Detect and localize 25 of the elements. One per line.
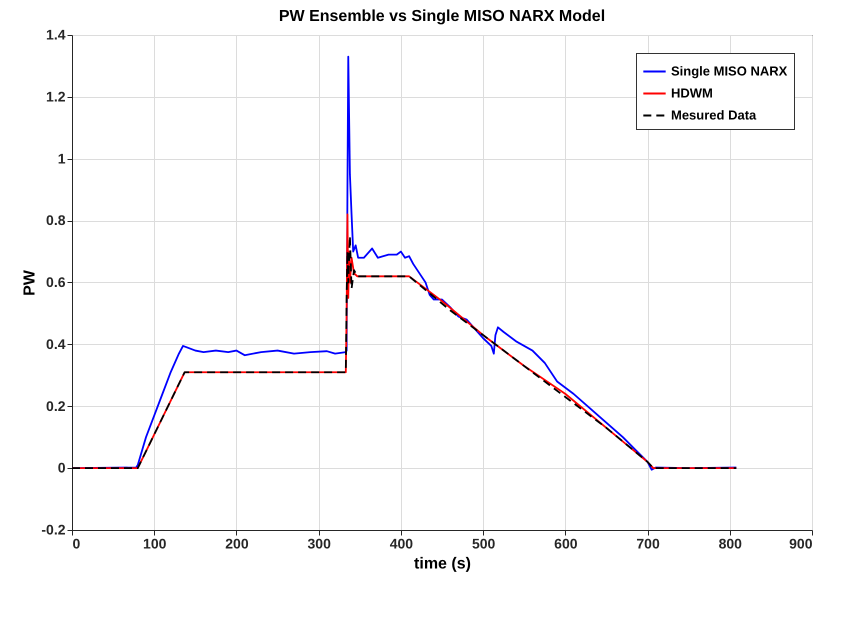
y-tick-label: 1.2 [46,88,66,104]
y-tick-label: 0 [58,460,66,476]
y-axis-title: PW [21,269,38,296]
x-axis-title: time (s) [414,556,471,572]
legend-label: Mesured Data [671,108,758,122]
y-tick-label: 1 [58,150,66,166]
x-tick-label: 200 [225,536,249,552]
y-tick-label: -0.2 [41,522,66,538]
x-tick-label: 400 [390,536,414,552]
y-tick-label: 1.4 [46,26,66,42]
legend-label: HDWM [671,86,713,100]
x-tick-label: 600 [554,536,578,552]
x-tick-label: 800 [718,536,742,552]
y-tick-label: 0.6 [46,274,66,290]
x-tick-label: 700 [636,536,660,552]
y-tick-label: 0.4 [46,336,66,352]
legend-label: Single MISO NARX [671,64,788,78]
y-tick-label: 0.8 [46,212,66,228]
y-tick-label: 0.2 [46,398,66,414]
chart-title: PW Ensemble vs Single MISO NARX Model [278,8,606,25]
x-tick-label: 900 [789,536,813,552]
x-tick-label: 0 [72,536,80,552]
x-tick-label: 100 [143,536,167,552]
x-tick-label: 500 [472,536,496,552]
x-tick-label: 300 [307,536,332,552]
